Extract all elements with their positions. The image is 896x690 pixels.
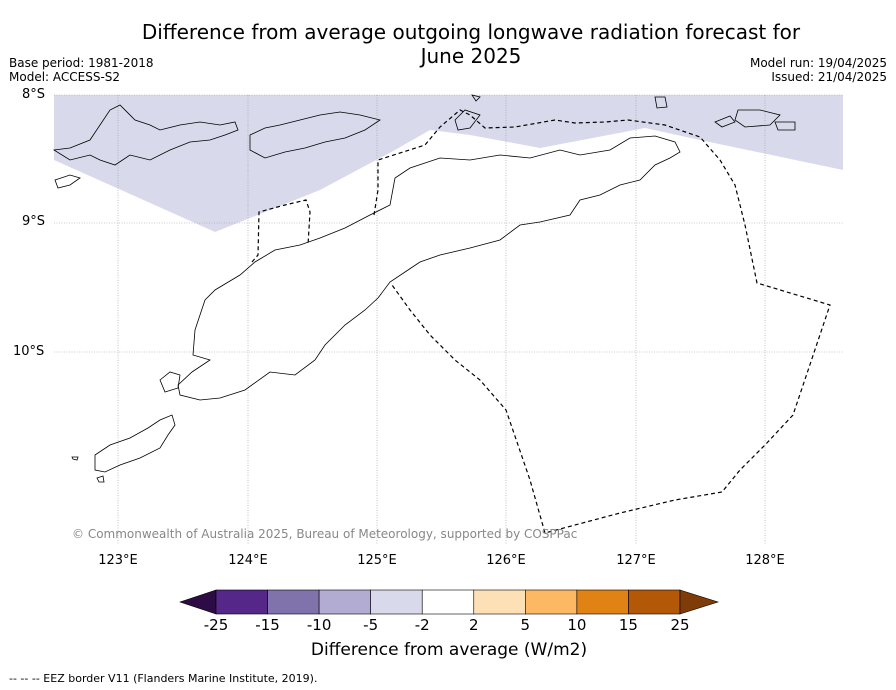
anomaly-shading [54, 95, 843, 232]
eez-border-timor-leste [251, 109, 831, 534]
northern-islands-outline [52, 104, 239, 166]
issued-date: Issued: 21/04/2025 [771, 70, 887, 84]
lon-label-128e: 128°E [745, 553, 785, 568]
small-island-2 [96, 475, 105, 483]
colorbar-tick-label: -25 [203, 616, 229, 634]
colorbar-segment [370, 589, 423, 615]
colorbar-segment [421, 589, 475, 615]
colorbar-tick-label: -15 [255, 616, 280, 634]
meta-left: Base period: 1981-2018 Model: ACCESS-S2 [9, 56, 154, 84]
colorbar-arrow-high [679, 589, 719, 615]
small-island-5 [714, 115, 736, 128]
colorbar-tick-label: -2 [414, 616, 430, 634]
title-line-2: June 2025 [420, 44, 522, 68]
small-island-7 [774, 121, 796, 131]
colorbar-tick-label: -5 [363, 616, 379, 634]
colorbar-segment [473, 589, 526, 615]
title-line-1: Difference from average outgoing longwav… [141, 20, 801, 44]
colorbar-tick-label: 25 [670, 616, 690, 634]
colorbar-segment [215, 589, 268, 615]
small-island-9 [471, 94, 481, 102]
small-island-3 [71, 456, 79, 461]
colorbar-arrow-low [179, 589, 217, 615]
colorbar-tick-label: -10 [306, 616, 332, 634]
colorbar-segment [318, 589, 371, 615]
colorbar-title: Difference from average (W/m2) [310, 640, 588, 660]
model-name: Model: ACCESS-S2 [9, 70, 121, 84]
colorbar-tick-label: 15 [618, 616, 638, 634]
lon-label-123e: 123°E [98, 553, 138, 568]
map-title: Difference from average outgoing longwav… [96, 20, 846, 68]
lon-label-127e: 127°E [616, 553, 656, 568]
lat-label-10s: 10°S [13, 344, 45, 359]
colorbar-segment [267, 589, 320, 615]
colorbar-segment [628, 589, 681, 615]
small-island-1 [159, 371, 181, 393]
colorbar-tick-label: 10 [567, 616, 587, 634]
lat-label-8s: 8°S [22, 87, 46, 102]
lon-label-126e: 126°E [486, 553, 526, 568]
model-run: Model run: 19/04/2025 [749, 56, 887, 70]
coastlines [52, 94, 796, 483]
small-island-8 [54, 174, 81, 189]
copyright-notice: © Commonwealth of Australia 2025, Bureau… [72, 527, 578, 541]
colorbar-tick-label: 5 [520, 616, 531, 634]
lat-label-9s: 9°S [22, 214, 46, 229]
colorbar-tick-label: 2 [468, 616, 479, 634]
alor-island-outline [249, 111, 381, 159]
timor-island-outline [177, 135, 681, 401]
rote-island-outline [94, 414, 176, 473]
lon-label-124e: 124°E [228, 553, 268, 568]
wetar-island-outline [454, 109, 481, 131]
small-island-4 [654, 96, 668, 109]
colorbar-segment [576, 589, 629, 615]
eez-borders [251, 109, 831, 534]
lon-label-125e: 125°E [357, 553, 397, 568]
gridlines [54, 94, 843, 545]
base-period: Base period: 1981-2018 [9, 56, 154, 70]
meta-right: Model run: 19/04/2025 Issued: 21/04/2025 [750, 56, 887, 84]
small-island-6 [734, 109, 781, 128]
colorbar-segment [525, 589, 578, 615]
eez-footnote: -- -- -- EEZ border V11 (Flanders Marine… [9, 672, 318, 685]
